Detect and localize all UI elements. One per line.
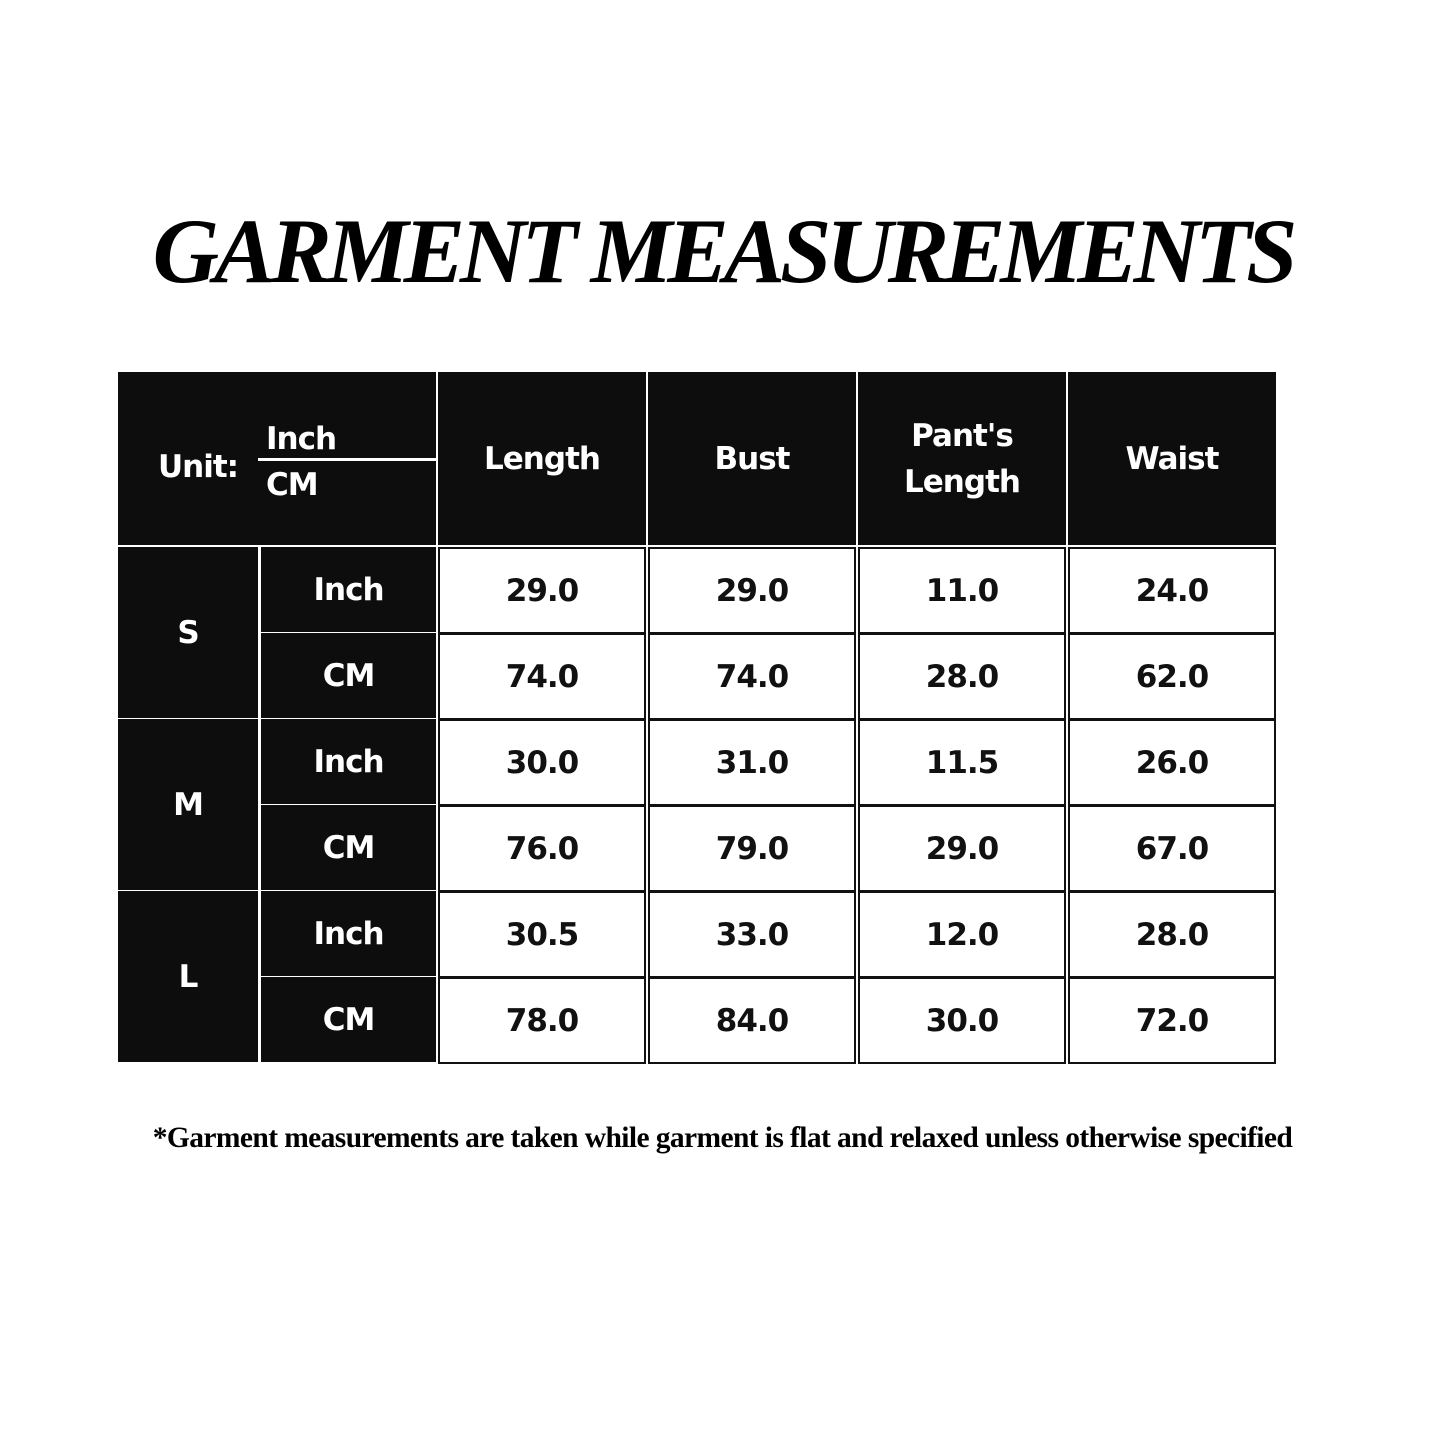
table-cell: 12.0	[858, 891, 1066, 978]
unit-label-cell: Inch	[261, 891, 436, 976]
table-cell: 67.0	[1068, 805, 1276, 892]
table-cell: 29.0	[858, 805, 1066, 892]
table-cell: 30.0	[438, 719, 646, 806]
table-cell: 28.0	[858, 633, 1066, 720]
unit-divider	[258, 458, 436, 461]
table-cell: 74.0	[438, 633, 646, 720]
unit-label-cell: Inch	[261, 547, 436, 632]
table-cell: 74.0	[648, 633, 856, 720]
table-cell: 30.5	[438, 891, 646, 978]
column-header: Waist	[1068, 372, 1276, 545]
table-cell: 26.0	[1068, 719, 1276, 806]
table-cell: 79.0	[648, 805, 856, 892]
column-header: Length	[438, 372, 646, 545]
table-cell: 24.0	[1068, 547, 1276, 634]
table-cell: 29.0	[438, 547, 646, 634]
size-chart-table: Unit: Inch CM Length Bust Pant's Length Wai…	[118, 372, 1276, 1064]
column-header: Pant's Length	[858, 372, 1066, 545]
table-cell: 28.0	[1068, 891, 1276, 978]
column-header: Bust	[648, 372, 856, 545]
table-cell: 84.0	[648, 977, 856, 1064]
table-cell: 11.5	[858, 719, 1066, 806]
size-label: S	[118, 547, 258, 718]
unit-label: Unit:	[158, 449, 239, 485]
table-cell: 29.0	[648, 547, 856, 634]
table-cell: 31.0	[648, 719, 856, 806]
unit-header-cell: Unit: Inch CM	[118, 372, 436, 545]
unit-label-cell: CM	[261, 805, 436, 890]
size-label: L	[118, 891, 258, 1062]
table-cell: 62.0	[1068, 633, 1276, 720]
table-cell: 72.0	[1068, 977, 1276, 1064]
table-cell: 78.0	[438, 977, 646, 1064]
table-cell: 30.0	[858, 977, 1066, 1064]
table-cell: 33.0	[648, 891, 856, 978]
unit-label-cell: CM	[261, 977, 436, 1062]
table-cell: 76.0	[438, 805, 646, 892]
footnote: *Garment measurements are taken while ga…	[152, 1122, 1293, 1154]
page-title: GARMENT MEASUREMENTS	[152, 200, 1298, 302]
unit-cm-label: CM	[266, 467, 319, 503]
table-cell: 11.0	[858, 547, 1066, 634]
unit-label-cell: CM	[261, 633, 436, 718]
unit-label-cell: Inch	[261, 719, 436, 804]
size-label: M	[118, 719, 258, 890]
unit-inch-label: Inch	[266, 421, 337, 457]
